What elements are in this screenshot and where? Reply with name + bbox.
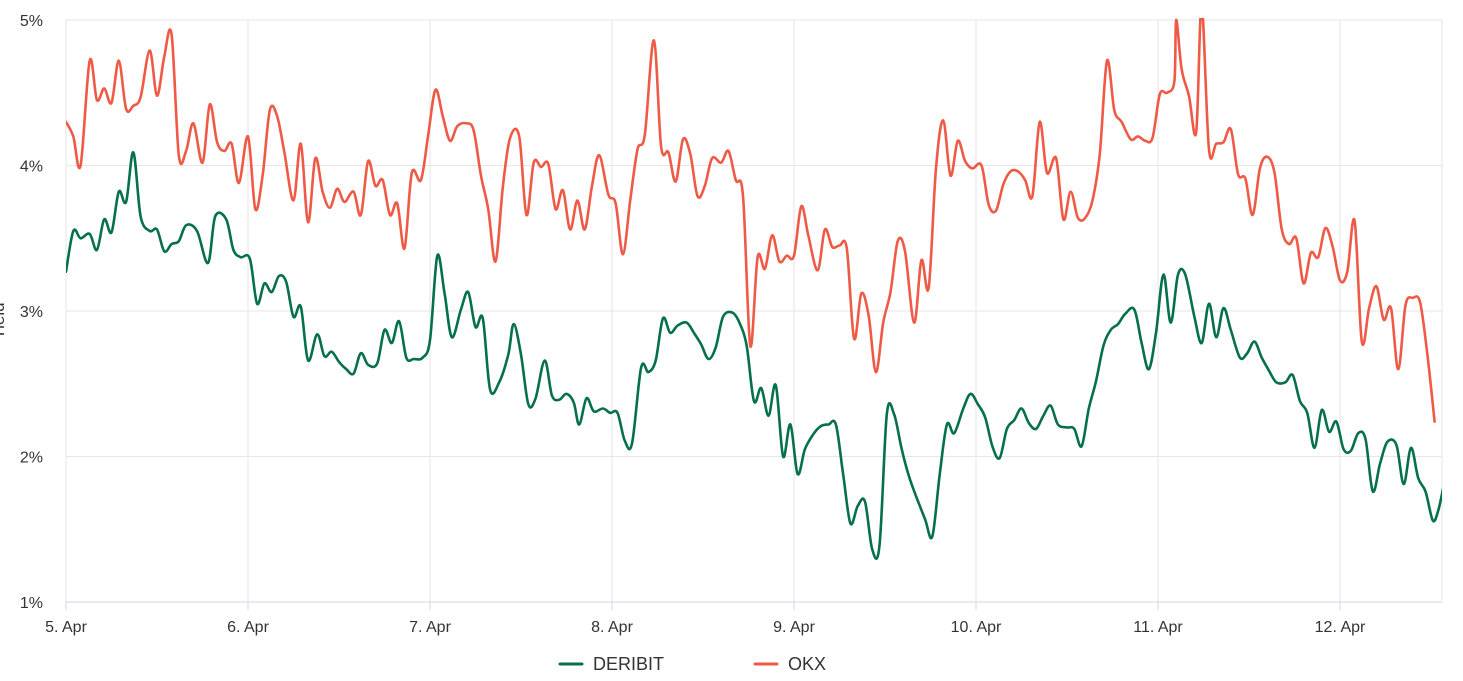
x-tick-label: 8. Apr bbox=[591, 619, 633, 636]
x-axis-ticks: 5. Apr 6. Apr 7. Apr 8. Apr 9. Apr 10. Apr 11.… bbox=[45, 602, 1366, 636]
legend-item-deribit[interactable]: DERIBIT bbox=[558, 654, 664, 674]
grid-lines bbox=[65, 19, 1443, 602]
y-tick-label: 4% bbox=[20, 159, 43, 176]
y-tick-label: 1% bbox=[20, 595, 43, 612]
y-tick-label: 3% bbox=[20, 304, 43, 321]
legend[interactable]: DERIBIT OKX bbox=[558, 654, 826, 674]
legend-label-deribit: DERIBIT bbox=[593, 654, 664, 674]
x-tick-label: 11. Apr bbox=[1133, 619, 1183, 636]
y-axis-ticks: 1% 2% 3% 4% 5% bbox=[20, 13, 43, 612]
x-tick-label: 12. Apr bbox=[1315, 619, 1366, 636]
y-tick-label: 5% bbox=[20, 13, 43, 30]
x-tick-label: 5. Apr bbox=[45, 619, 87, 636]
y-axis-title: Yield bbox=[0, 302, 8, 339]
x-tick-label: 7. Apr bbox=[409, 619, 451, 636]
legend-label-okx: OKX bbox=[788, 654, 826, 674]
x-tick-label: 6. Apr bbox=[227, 619, 269, 636]
x-tick-label: 10. Apr bbox=[951, 619, 1002, 636]
x-tick-label: 9. Apr bbox=[773, 619, 815, 636]
series-line-okx bbox=[66, 18, 1436, 423]
series-lines bbox=[66, 18, 1442, 560]
series-line-deribit bbox=[66, 151, 1442, 560]
legend-item-okx[interactable]: OKX bbox=[753, 654, 826, 674]
y-tick-label: 2% bbox=[20, 450, 43, 467]
